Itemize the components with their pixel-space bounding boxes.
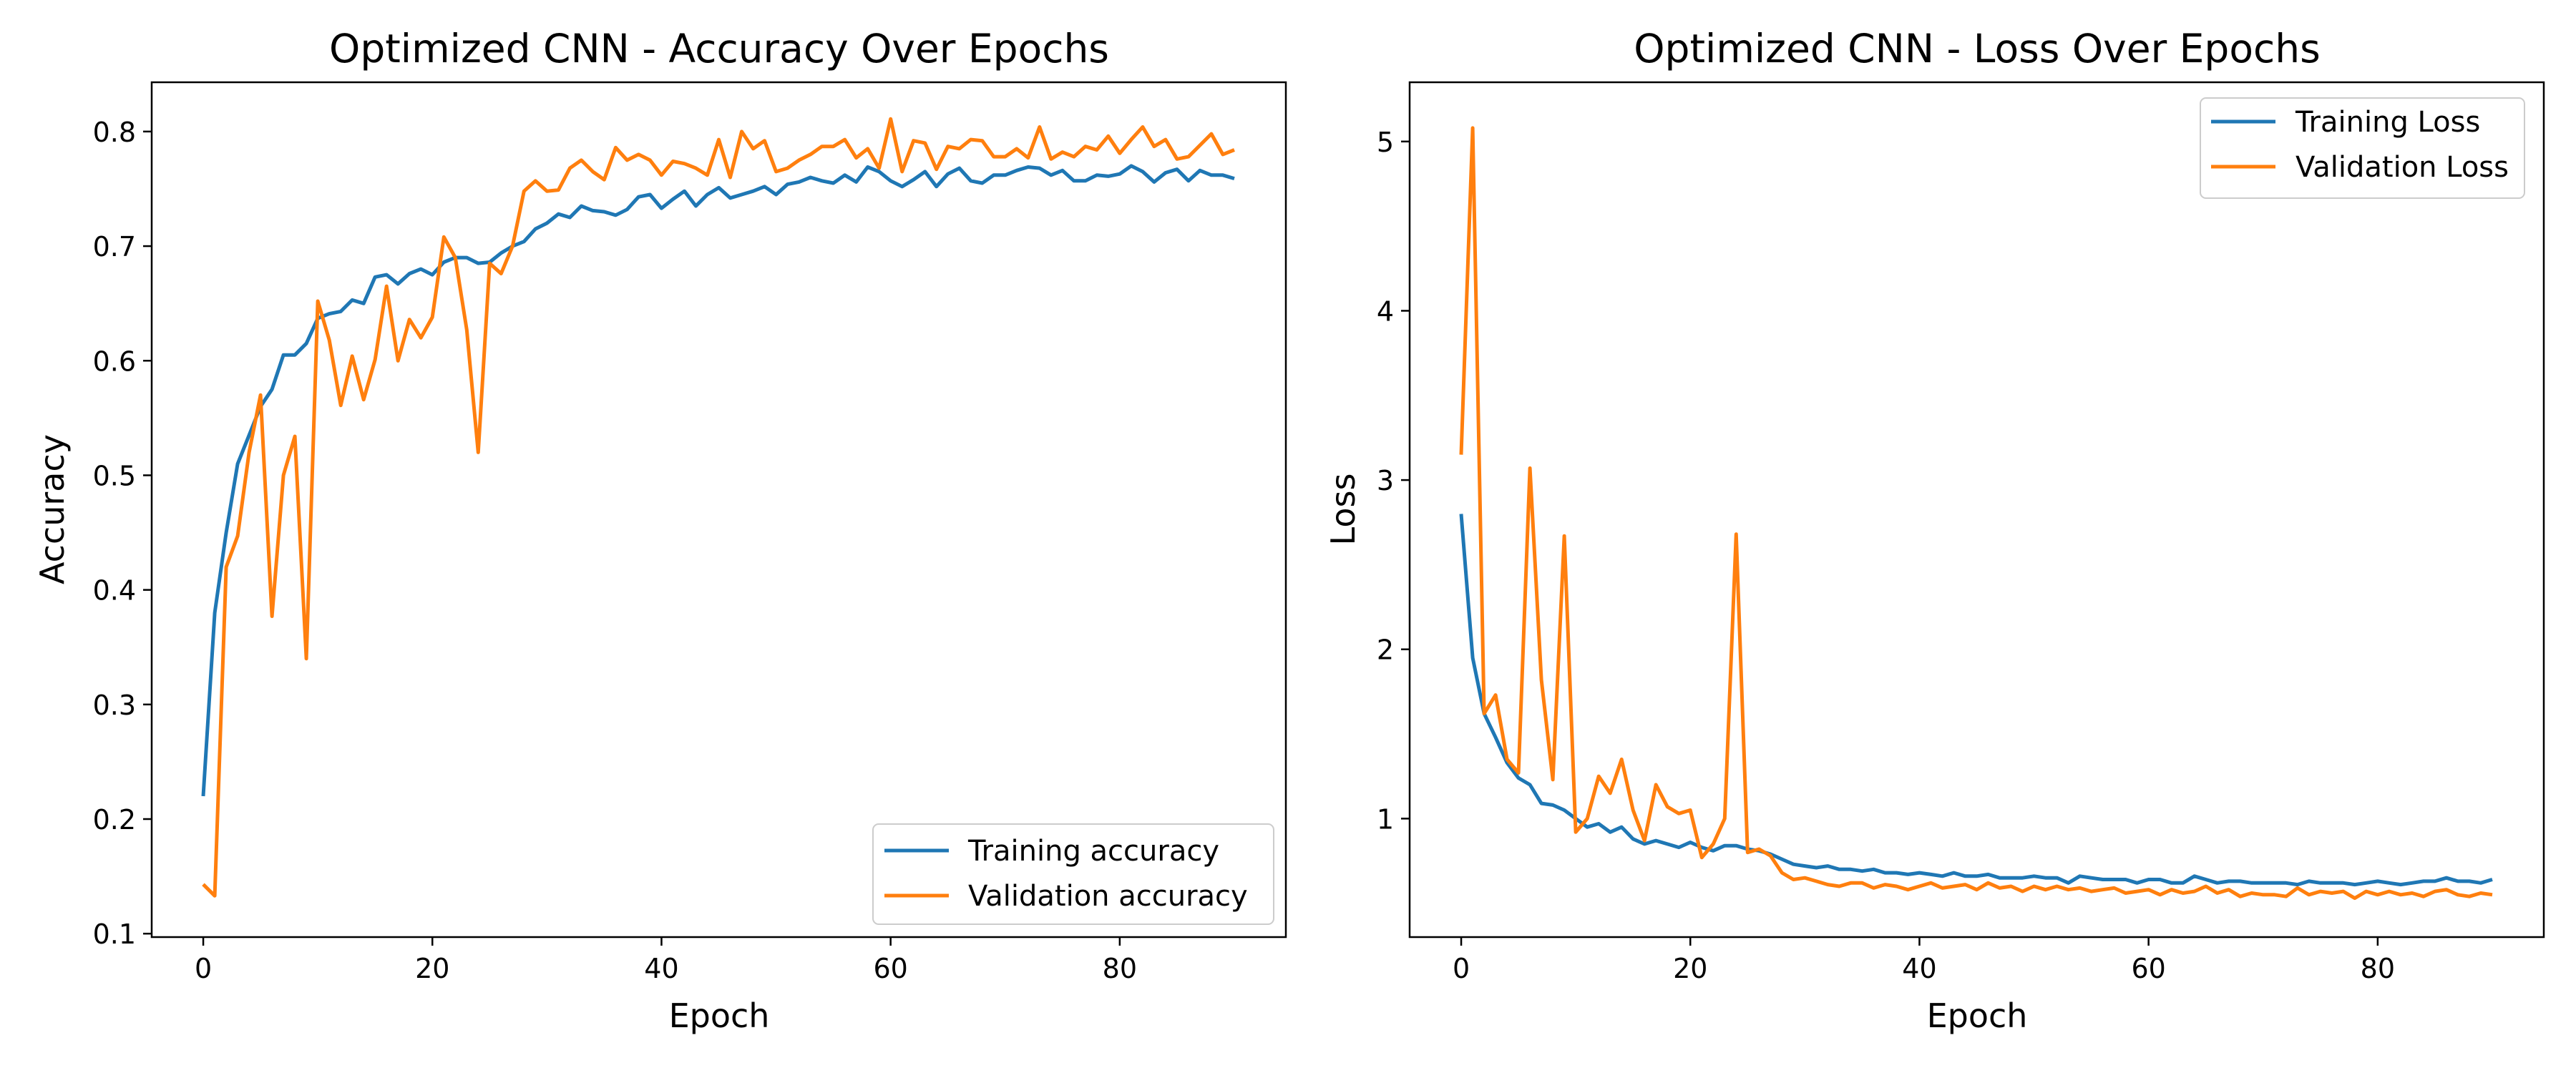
legend-label-training-accuracy: Training accuracy	[967, 835, 1219, 868]
chart-title: Optimized CNN - Loss Over Epochs	[1634, 26, 2320, 72]
x-tick-label: 80	[1103, 953, 1137, 984]
y-tick-label: 3	[1377, 465, 1394, 496]
x-tick-label: 80	[2361, 953, 2395, 984]
x-tick-label: 60	[873, 953, 907, 984]
axes-frame	[1408, 81, 2545, 939]
loss-chart: Optimized CNN - Loss Over Epochs 0 20 40 60…	[1324, 26, 2545, 1035]
accuracy-chart: Optimized CNN - Accuracy Over Epochs 0 20…	[33, 26, 1287, 1035]
plot-area	[201, 117, 1235, 898]
legend: Training accuracy Validation accuracy	[872, 823, 1274, 925]
x-tick-label: 60	[2131, 953, 2165, 984]
y-tick-label: 0.5	[93, 460, 136, 491]
axes-frame	[150, 81, 1287, 939]
x-tick-label: 40	[644, 953, 678, 984]
y-tick-label: 0.8	[93, 117, 136, 148]
legend-frame	[2200, 97, 2525, 199]
x-tick-label: 0	[195, 953, 212, 984]
ticks: 0 20 40 60 80 1 2 3 4 5	[1377, 127, 2395, 984]
y-tick-label: 5	[1377, 127, 1394, 158]
ticks: 0 20 40 60 80 0.1 0.2 0.3 0.4 0.5 0.6 0.7 0.8	[93, 117, 1137, 984]
legend-label-validation-accuracy: Validation accuracy	[968, 880, 1248, 913]
x-tick-label: 20	[1673, 953, 1707, 984]
x-tick-label: 20	[415, 953, 449, 984]
x-tick-label: 40	[1902, 953, 1936, 984]
y-tick-label: 0.2	[93, 804, 136, 836]
x-axis-label: Epoch	[669, 996, 770, 1035]
series-line-validation-accuracy	[202, 117, 1235, 898]
series-line-training-accuracy	[201, 164, 1235, 797]
y-axis-label: Loss	[1324, 474, 1362, 546]
x-axis-label: Epoch	[1927, 996, 2028, 1035]
chart-title: Optimized CNN - Accuracy Over Epochs	[329, 26, 1109, 72]
y-tick-label: 0.4	[93, 575, 136, 607]
y-axis-label: Accuracy	[33, 434, 72, 584]
y-tick-label: 0.6	[93, 346, 136, 377]
plot-area	[1459, 126, 2493, 901]
legend-frame	[872, 823, 1274, 925]
series-line-validation-loss	[1459, 126, 2493, 901]
y-tick-label: 4	[1377, 295, 1394, 327]
y-tick-label: 0.7	[93, 231, 136, 263]
legend: Training Loss Validation Loss	[2200, 97, 2525, 199]
legend-label-training-loss: Training Loss	[2295, 106, 2480, 139]
y-tick-label: 1	[1377, 803, 1394, 835]
series-line-training-loss	[1459, 514, 2493, 887]
x-tick-label: 0	[1453, 953, 1470, 984]
y-tick-label: 2	[1377, 635, 1394, 666]
y-tick-label: 0.1	[93, 918, 136, 950]
y-tick-label: 0.3	[93, 690, 136, 721]
legend-label-validation-loss: Validation Loss	[2296, 151, 2509, 184]
